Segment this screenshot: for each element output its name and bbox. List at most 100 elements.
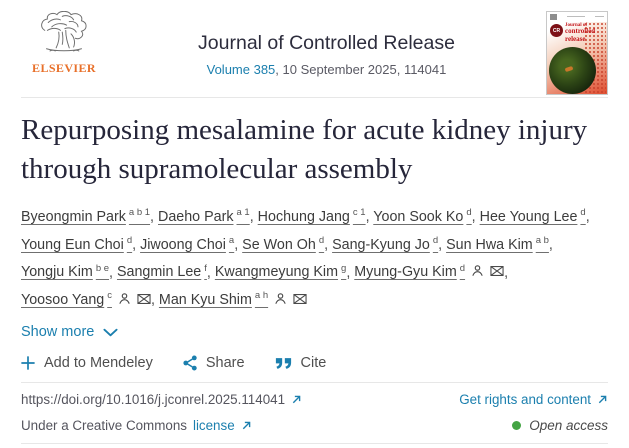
author-affiliation-sup: a b <box>535 234 549 246</box>
external-link-icon <box>242 421 250 430</box>
author-name-link[interactable]: Yoosoo Yang c <box>21 290 112 309</box>
license-link[interactable]: license <box>192 418 235 434</box>
author-affiliation-sup: d <box>126 234 133 246</box>
issue-info: , 10 September 2025, 114041 <box>275 62 447 77</box>
author-affiliation-sup: a 1 <box>236 207 250 219</box>
author-item: Yoosoo Yang c <box>21 290 151 309</box>
author-name-link[interactable]: Sangmin Lee f <box>116 262 207 281</box>
author-name-link[interactable]: Byeongmin Park a b 1 <box>21 207 151 225</box>
journal-title-link[interactable]: Journal of Controlled Release <box>198 32 455 54</box>
license-line: Under a Creative Commons license <box>21 418 252 433</box>
author-name-link[interactable]: Sun Hwa Kim a b <box>446 234 549 253</box>
author-name-link[interactable]: Daeho Park a 1 <box>158 207 250 225</box>
elsevier-tree-icon <box>41 10 87 52</box>
header-divider <box>21 97 608 98</box>
license-open-access-row: Under a Creative Commons license Open ac… <box>21 418 608 433</box>
plus-icon <box>21 356 35 371</box>
show-more-button[interactable]: Show more <box>21 324 118 340</box>
author-email-icon[interactable] <box>293 293 307 305</box>
doi-link[interactable]: https://doi.org/10.1016/j.jconrel.2025.1… <box>21 392 302 407</box>
share-label: Share <box>205 355 245 372</box>
author-affiliation-sup: c 1 <box>352 207 366 219</box>
bottom-divider <box>21 443 608 445</box>
add-to-mendeley-button[interactable]: Add to Mendeley <box>21 355 153 371</box>
doi-text: https://doi.org/10.1016/j.jconrel.2025.1… <box>21 392 286 408</box>
chevron-down-icon <box>103 328 118 336</box>
author-item: Sang-Kyung Jo d <box>332 234 439 253</box>
author-affiliation-sup: c <box>107 290 112 302</box>
cover-mini-logo <box>550 14 557 20</box>
cover-journal-title: Journal of controlled release <box>565 23 596 43</box>
author-name-link[interactable]: Young Eun Choi d <box>21 234 133 253</box>
author-email-icon[interactable] <box>137 293 151 305</box>
author-affiliation-sup: a b 1 <box>128 207 151 219</box>
author-profile-icon[interactable] <box>118 292 131 305</box>
share-button[interactable]: Share <box>183 355 245 371</box>
doi-rights-row: https://doi.org/10.1016/j.jconrel.2025.1… <box>21 392 608 407</box>
author-item: Myung-Gyu Kim d <box>354 262 504 281</box>
cite-button[interactable]: Cite <box>275 355 327 372</box>
volume-issue-line: Volume 385, 10 September 2025, 114041 <box>107 62 546 77</box>
author-profile-icon[interactable] <box>274 292 287 305</box>
author-affiliation-sup: d <box>318 234 325 246</box>
author-affiliation-sup: d <box>466 207 472 219</box>
author-name-link[interactable]: Se Won Oh d <box>242 234 325 253</box>
open-access-dot-icon <box>512 421 522 431</box>
author-item: Hee Young Lee d <box>479 207 586 225</box>
external-link-icon <box>292 395 301 404</box>
author-item: Sun Hwa Kim a b <box>446 234 549 253</box>
author-name-link[interactable]: Hee Young Lee d <box>479 207 586 225</box>
journal-meta: Journal of Controlled Release Volume 385… <box>107 11 546 77</box>
cite-label: Cite <box>300 355 327 372</box>
elsevier-wordmark: ELSEVIER <box>32 61 96 75</box>
author-affiliation-sup: b e <box>95 262 110 274</box>
cover-photo-circle <box>549 47 596 94</box>
author-item: Hochung Jang c 1 <box>257 207 366 225</box>
author-name-link[interactable]: Myung-Gyu Kim d <box>354 262 466 281</box>
author-profile-icon[interactable] <box>471 264 484 277</box>
action-bar: Add to Mendeley Share Cite <box>21 355 608 371</box>
volume-link[interactable]: Volume 385 <box>206 62 276 77</box>
author-name-link[interactable]: Jiwoong Choi a <box>140 234 235 253</box>
author-email-icon[interactable] <box>490 265 504 277</box>
author-item: Daeho Park a 1 <box>158 207 250 225</box>
cover-monogram-badge: CR <box>550 24 563 37</box>
cite-quote-icon <box>275 357 291 369</box>
author-item: Se Won Oh d <box>242 234 325 253</box>
author-name-link[interactable]: Sang-Kyung Jo d <box>332 234 439 253</box>
author-item: Jiwoong Choi a <box>140 234 235 253</box>
show-more-label: Show more <box>21 324 95 341</box>
actions-divider <box>21 382 608 384</box>
author-affiliation-sup: d <box>580 207 586 219</box>
share-icon <box>183 355 197 371</box>
journal-banner: ELSEVIER Journal of Controlled Release V… <box>21 0 608 97</box>
author-affiliation-sup: f <box>204 262 207 274</box>
cover-top-text-line <box>567 16 585 17</box>
get-rights-link[interactable]: Get rights and content <box>459 392 608 407</box>
open-access-label: Open access <box>529 418 608 434</box>
author-name-link[interactable]: Kwangmeyung Kim g <box>214 262 347 281</box>
author-name-link[interactable]: Man Kyu Shim a h <box>158 290 269 309</box>
author-item: Yoon Sook Ko d <box>373 207 472 225</box>
add-to-mendeley-label: Add to Mendeley <box>44 355 153 372</box>
author-name-link[interactable]: Hochung Jang c 1 <box>257 207 366 225</box>
author-item: Yongju Kim b e <box>21 262 110 281</box>
author-item: Man Kyu Shim a h <box>158 290 307 309</box>
author-name-link[interactable]: Yongju Kim b e <box>21 262 110 281</box>
external-link-icon <box>598 395 607 404</box>
author-item: Kwangmeyung Kim g <box>214 262 347 281</box>
author-item: Byeongmin Park a b 1 <box>21 207 151 225</box>
journal-cover-thumbnail[interactable]: CR Journal of controlled release <box>546 11 608 95</box>
cover-top-strip <box>547 12 607 22</box>
elsevier-logo[interactable]: ELSEVIER <box>21 10 107 76</box>
author-item: Sangmin Lee f <box>116 262 207 281</box>
author-affiliation-sup: a <box>228 234 235 246</box>
get-rights-label: Get rights and content <box>459 392 591 408</box>
author-affiliation-sup: g <box>341 262 347 274</box>
author-item: Young Eun Choi d <box>21 234 133 253</box>
author-name-link[interactable]: Yoon Sook Ko d <box>373 207 472 225</box>
author-affiliation-sup: a h <box>254 290 269 302</box>
author-list: Byeongmin Park a b 1, Daeho Park a 1, Hoch… <box>21 207 590 309</box>
license-prefix: Under a Creative Commons <box>21 418 187 434</box>
